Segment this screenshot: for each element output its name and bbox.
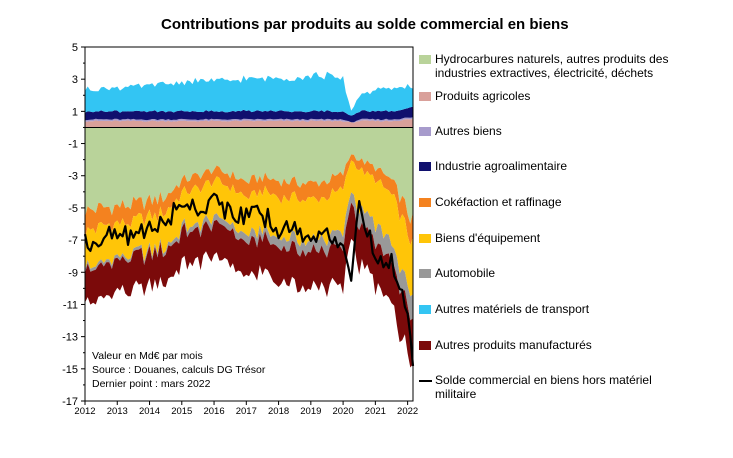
legend-item: Solde commercial en biens hors matériel … (419, 373, 685, 401)
area-industrie-agroalimentaire (85, 106, 413, 123)
x-tick-label: 2015 (171, 406, 192, 417)
legend-item: Industrie agroalimentaire (419, 159, 685, 173)
area-biens-d-equipement (85, 160, 413, 297)
area-autres-materiels-de-transport (85, 71, 413, 116)
y-tick-label: -7 (68, 235, 78, 247)
legend-label: Autres biens (435, 124, 502, 138)
solde-line-group (83, 192, 415, 367)
x-tick-label: 2017 (236, 406, 257, 417)
area-hydrocarbures-naturels-autres-produits-d (85, 127, 413, 224)
area-autres-biens (85, 117, 413, 123)
y-tick-label: -17 (62, 396, 78, 408)
legend-label: Autres matériels de transport (435, 302, 590, 316)
x-tick-label: 2022 (397, 406, 418, 417)
legend-line-swatch (419, 380, 432, 382)
y-tick-label: -3 (68, 171, 78, 183)
x-tick-label: 2018 (268, 406, 289, 417)
x-tick-label: 2012 (74, 406, 95, 417)
area-cokefaction-et-raffinage (85, 154, 413, 246)
note-line-units: Valeur en Md€ par mois (92, 350, 203, 362)
y-tick-label: -9 (68, 267, 78, 279)
legend-swatch (419, 127, 431, 136)
legend-label: Autres produits manufacturés (435, 338, 592, 352)
legend-item: Cokéfaction et raffinage (419, 195, 685, 209)
legend-label: Industrie agroalimentaire (435, 159, 568, 173)
legend-swatch (419, 162, 431, 171)
legend-swatch (419, 305, 431, 314)
legend-label: Biens d'équipement (435, 231, 541, 245)
legend-swatch (419, 198, 431, 207)
x-tick-label: 2014 (139, 406, 160, 417)
y-tick-label: 3 (72, 74, 78, 86)
legend-label: Solde commercial en biens hors matériel … (435, 373, 652, 401)
x-tick-label: 2021 (365, 406, 386, 417)
legend-swatch (419, 269, 431, 278)
legend-label: Automobile (435, 266, 496, 280)
y-tick-label: 5 (72, 42, 78, 54)
note-line-last-point: Dernier point : mars 2022 (92, 378, 211, 390)
x-tick-label: 2019 (300, 406, 321, 417)
legend-item: Biens d'équipement (419, 231, 685, 245)
y-tick-label: -15 (62, 364, 78, 376)
y-tick-label: 1 (72, 106, 78, 118)
legend-item: Autres matériels de transport (419, 302, 685, 316)
y-tick-label: -13 (62, 332, 78, 344)
legend-label: Cokéfaction et raffinage (435, 195, 562, 209)
chart-note: Valeur en Md€ par mois Source : Douanes,… (92, 349, 265, 391)
negative-stacked-areas (85, 127, 413, 368)
legend-item: Autres produits manufacturés (419, 338, 685, 352)
x-tick-label: 2016 (203, 406, 224, 417)
positive-stacked-areas (85, 71, 413, 128)
note-line-source: Source : Douanes, calculs DG Trésor (92, 364, 266, 376)
legend-label: Hydrocarbures naturels, autres produits … (435, 52, 669, 80)
legend-item: Hydrocarbures naturels, autres produits … (419, 52, 685, 80)
legend-item: Autres biens (419, 124, 685, 138)
legend-swatch (419, 92, 431, 101)
legend-label: Produits agricoles (435, 89, 531, 103)
legend-item: Produits agricoles (419, 89, 685, 103)
legend-swatch (419, 341, 431, 350)
y-tick-label: -5 (68, 203, 78, 215)
legend-item: Automobile (419, 266, 685, 280)
x-tick-label: 2013 (107, 406, 128, 417)
y-tick-label: -11 (63, 299, 78, 311)
chart-title: Contributions par produits au solde comm… (161, 16, 569, 33)
solde-commercial-line (83, 192, 415, 367)
legend-swatch (419, 234, 431, 243)
area-produits-agricoles (85, 118, 413, 128)
y-tick-label: -1 (68, 139, 78, 151)
legend-swatch (419, 55, 431, 64)
x-tick-label: 2020 (333, 406, 354, 417)
